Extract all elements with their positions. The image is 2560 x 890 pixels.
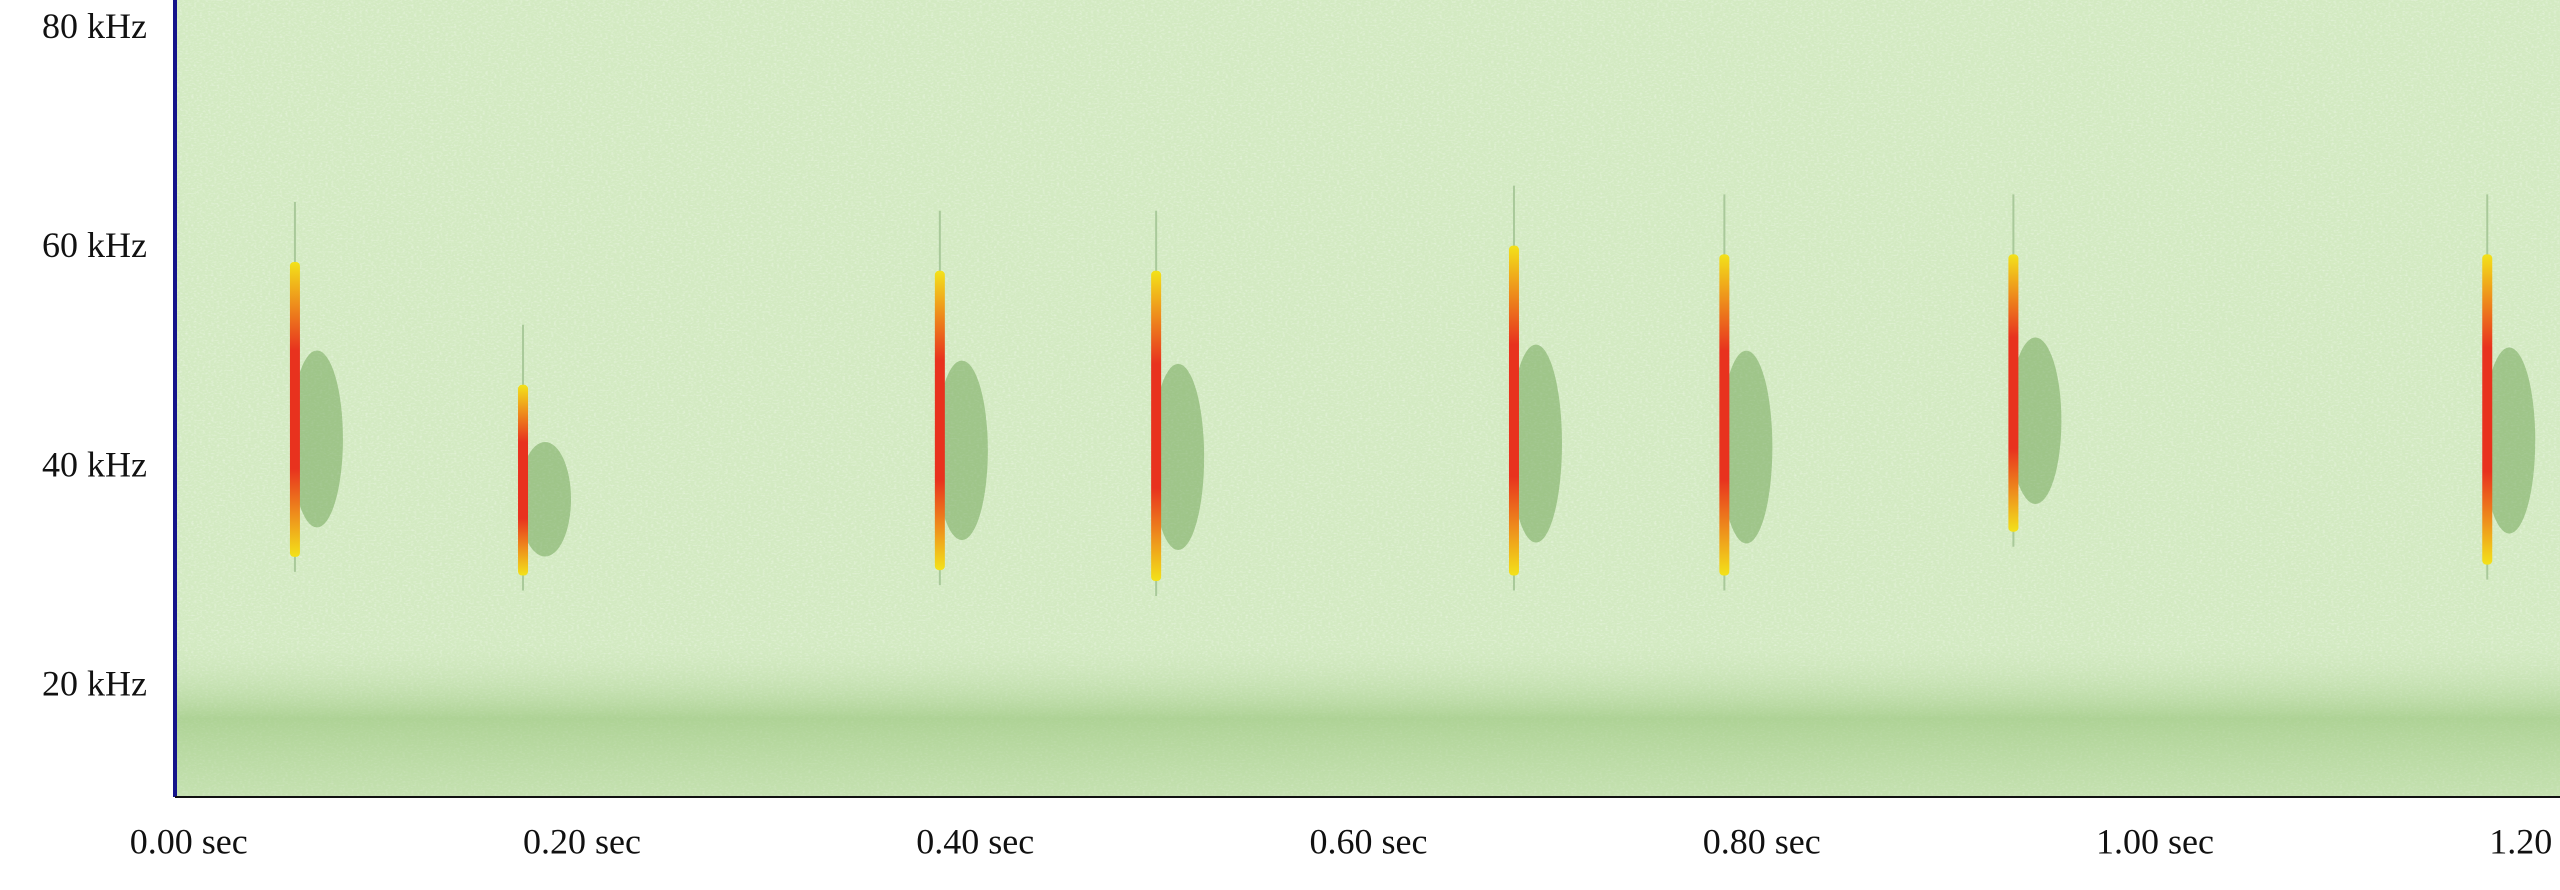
y-tick-label: 40 kHz (42, 444, 147, 484)
x-tick-label: 0.00 sec (130, 821, 248, 861)
call (2482, 254, 2493, 565)
call (1719, 254, 1730, 576)
call-echo (1720, 350, 1773, 544)
x-tick-label: 1.00 sec (2096, 821, 2214, 861)
x-tick-label: 0.60 sec (1309, 821, 1427, 861)
call-echo (1152, 363, 1205, 551)
call (934, 270, 945, 571)
call-echo (2483, 347, 2536, 534)
x-tick-label: 0.80 sec (1703, 821, 1821, 861)
call-echo (1509, 344, 1562, 543)
call (289, 262, 300, 557)
plot-area (175, 0, 2560, 797)
call (1508, 245, 1519, 576)
low-frequency-noise (175, 640, 2560, 797)
call (518, 384, 529, 576)
call-echo (2009, 337, 2062, 504)
call-echo (290, 350, 343, 528)
y-tick-label: 80 kHz (42, 6, 147, 46)
call-echo (519, 442, 572, 557)
call (1151, 270, 1162, 582)
x-tick-label: 0.20 sec (523, 821, 641, 861)
x-tick-label: 0.40 sec (916, 821, 1034, 861)
call-echo (935, 360, 988, 541)
call (2008, 254, 2019, 532)
y-tick-label: 20 kHz (42, 664, 147, 704)
y-tick-label: 60 kHz (42, 225, 147, 265)
x-tick-label: 1.20 sec (2489, 821, 2560, 861)
